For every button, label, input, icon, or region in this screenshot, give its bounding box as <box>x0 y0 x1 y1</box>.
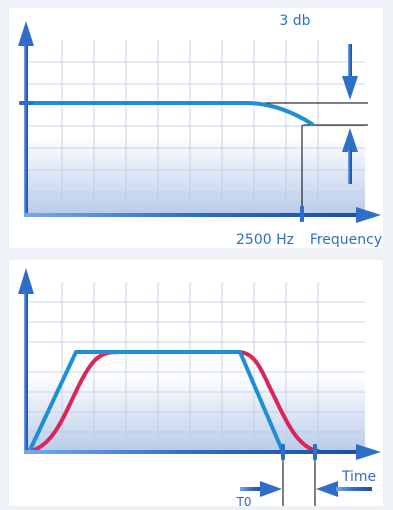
top-grid <box>26 40 365 215</box>
top-y-axis <box>18 21 34 216</box>
bottom-plot-area <box>26 282 365 452</box>
bottom-grid <box>26 282 365 452</box>
pulse-response-panel: Time T0 <box>9 260 383 509</box>
cutoff-label: 2500 Hz <box>236 232 294 248</box>
delay-end-marker <box>313 444 317 460</box>
level-arrow-down <box>342 44 358 100</box>
input-pulse-curve <box>28 350 284 452</box>
cutoff-marker <box>300 206 304 222</box>
level-label: 3 db <box>279 13 310 29</box>
delay-arrow-right <box>240 481 282 497</box>
frequency-response-curve <box>28 101 314 126</box>
delay-arrow-left <box>316 481 372 497</box>
level-arrow-up <box>342 128 358 184</box>
frequency-response-panel: 3 db 2500 Hz Frequency <box>9 8 383 248</box>
time-axis-label: Time <box>341 469 376 485</box>
bottom-x-axis <box>24 444 381 460</box>
top-plot-area <box>26 40 365 215</box>
delay-start-marker <box>281 444 285 460</box>
frequency-axis-label: Frequency <box>310 232 382 248</box>
bottom-y-axis <box>18 268 34 454</box>
delay-label: T0 <box>236 495 252 506</box>
top-x-axis <box>24 206 381 223</box>
